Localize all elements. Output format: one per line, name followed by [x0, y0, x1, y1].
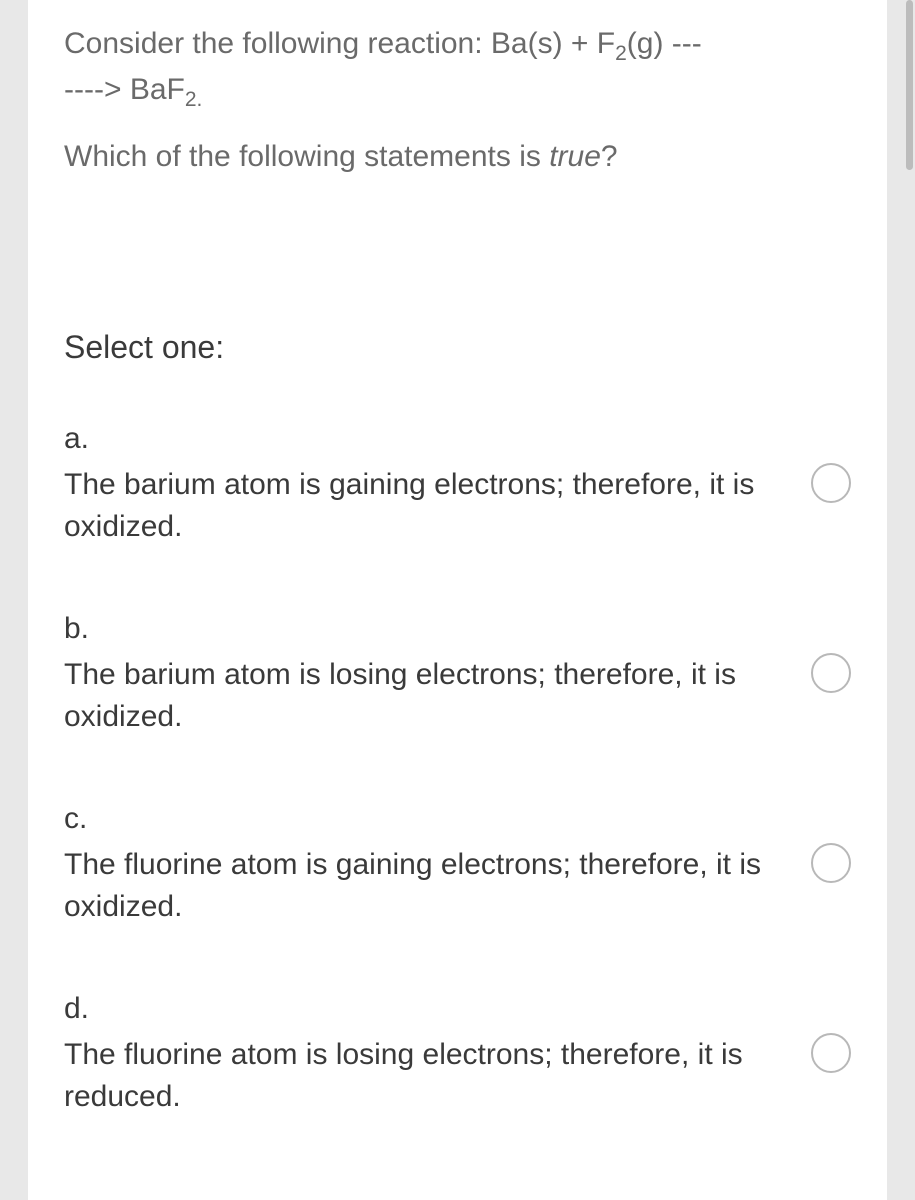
option-text: a. The barium atom is gaining electrons;… [64, 418, 811, 548]
option-letter: b. [64, 608, 791, 650]
question-text-part: (g) --- [627, 27, 702, 60]
option-letter: a. [64, 418, 791, 460]
option-a[interactable]: a. The barium atom is gaining electrons;… [64, 418, 851, 548]
option-b[interactable]: b. The barium atom is losing electrons; … [64, 608, 851, 738]
option-letter: d. [64, 988, 791, 1030]
option-letter: c. [64, 798, 791, 840]
question-text-part: ----> BaF [64, 73, 185, 106]
subscript: 2 [615, 42, 627, 65]
scrollbar-thumb[interactable] [906, 0, 913, 170]
option-d[interactable]: d. The fluorine atom is losing electrons… [64, 988, 851, 1118]
option-text: d. The fluorine atom is losing electrons… [64, 988, 811, 1118]
option-text: b. The barium atom is losing electrons; … [64, 608, 811, 738]
option-body: The barium atom is losing electrons; the… [64, 658, 736, 733]
radio-c[interactable] [811, 843, 851, 883]
option-body: The fluorine atom is gaining electrons; … [64, 848, 761, 923]
question-line-2: ----> BaF2. [64, 68, 851, 112]
question-line-1: Consider the following reaction: Ba(s) +… [64, 22, 851, 66]
option-text: c. The fluorine atom is gaining electron… [64, 798, 811, 928]
radio-d[interactable] [811, 1033, 851, 1073]
option-c[interactable]: c. The fluorine atom is gaining electron… [64, 798, 851, 928]
question-text-part: Which of the following statements is [64, 140, 549, 173]
question-card: Consider the following reaction: Ba(s) +… [28, 0, 887, 1200]
select-one-label: Select one: [64, 329, 851, 366]
question-emphasis: true [549, 140, 601, 173]
option-body: The barium atom is gaining electrons; th… [64, 468, 754, 543]
radio-b[interactable] [811, 653, 851, 693]
options-list: a. The barium atom is gaining electrons;… [64, 418, 851, 1118]
page-background: Consider the following reaction: Ba(s) +… [0, 0, 915, 1200]
radio-a[interactable] [811, 463, 851, 503]
subscript: 2. [185, 88, 203, 111]
option-body: The fluorine atom is losing electrons; t… [64, 1038, 743, 1113]
question-prompt: Which of the following statements is tru… [64, 135, 851, 179]
question-text-part: ? [601, 140, 618, 173]
question-text-part: Consider the following reaction: Ba(s) +… [64, 27, 615, 60]
